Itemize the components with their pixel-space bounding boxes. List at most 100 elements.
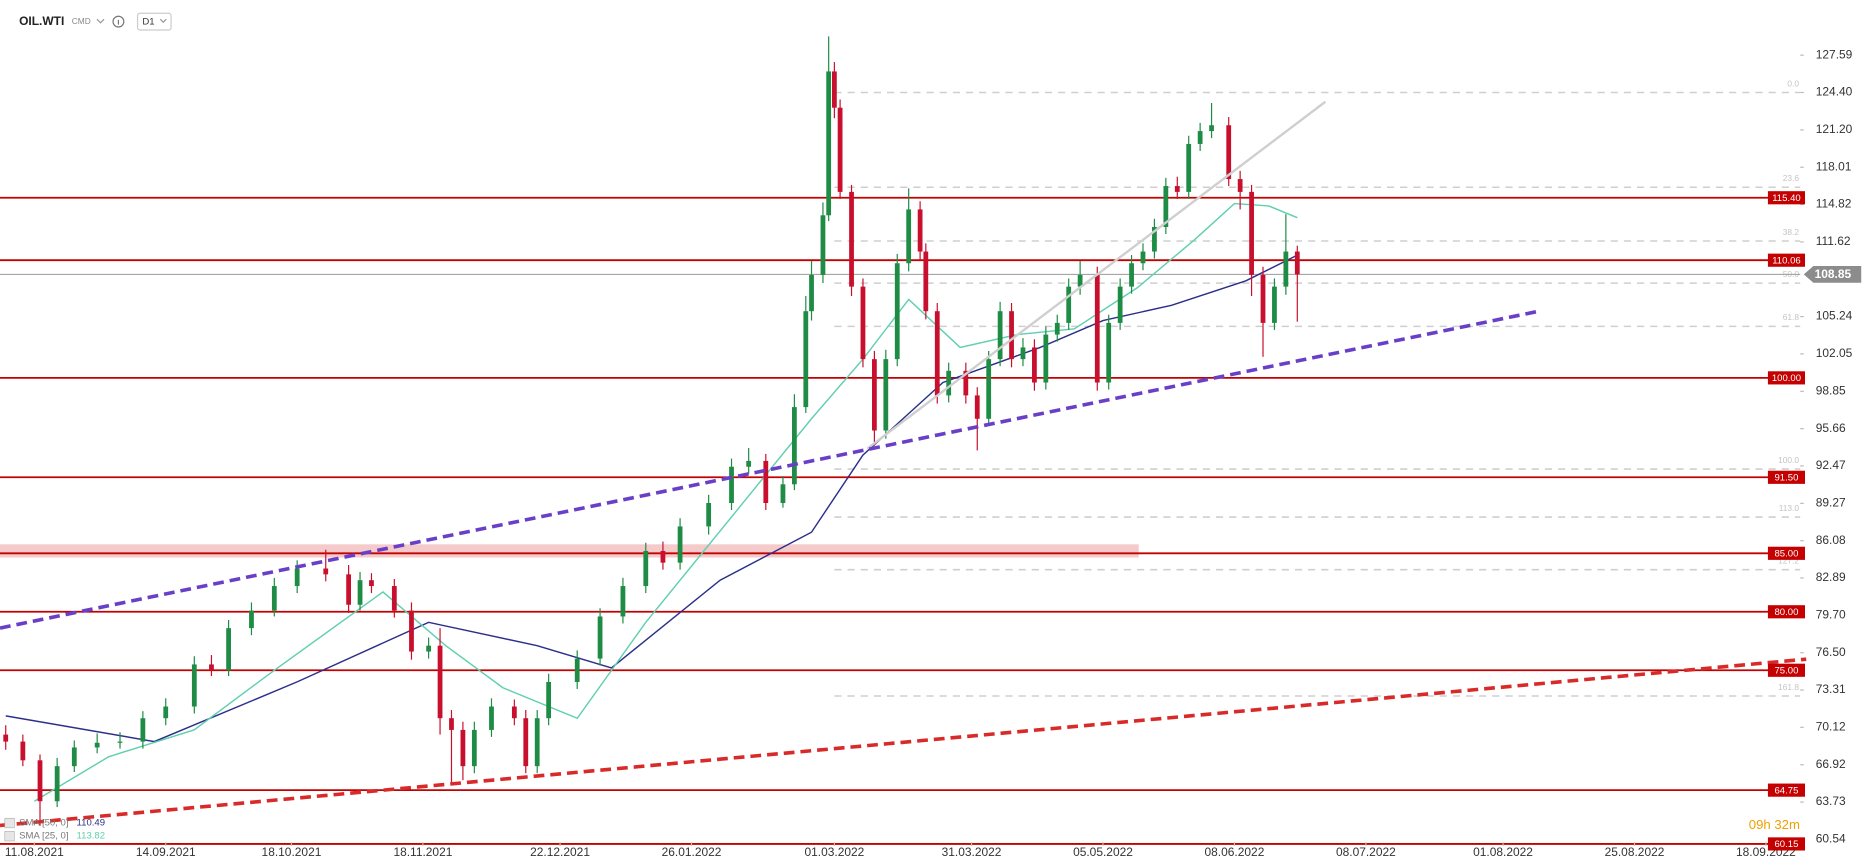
level-badge <box>1767 371 1805 385</box>
candle-body <box>986 359 992 419</box>
candle-body <box>946 370 952 396</box>
candle-body <box>271 586 277 611</box>
candle-body <box>1054 322 1060 335</box>
candle-body <box>437 645 443 719</box>
candle-body <box>597 616 603 659</box>
level-label: 75.00 <box>1775 665 1799 676</box>
candle-body <box>1174 186 1180 192</box>
candle-body <box>860 286 866 360</box>
candle-body <box>1197 131 1203 144</box>
candle-body <box>54 766 60 802</box>
candle-body <box>763 460 769 504</box>
drawings-front <box>0 100 1807 828</box>
fib-label: 38.2 <box>1783 227 1800 237</box>
candle-body <box>20 741 26 761</box>
header: OIL.WTI CMD D1 <box>19 12 172 31</box>
candle-body <box>906 209 912 264</box>
x-tick-label: 22.12.2021 <box>530 845 590 859</box>
trend-line-gray <box>866 100 1327 450</box>
y-tick-label: 124.40 <box>1816 85 1853 99</box>
candle-body <box>917 209 923 252</box>
x-tick-label: 31.03.2022 <box>942 845 1002 859</box>
fib-label: 100.0 <box>1778 455 1799 465</box>
fib-label: 113.0 <box>1779 503 1800 513</box>
candle-body <box>1066 286 1072 323</box>
level-label: 60.15 <box>1775 839 1799 850</box>
candle-body <box>574 658 580 682</box>
fib-label: 61.8 <box>1783 312 1800 322</box>
candle-body <box>1209 125 1214 132</box>
level-badge <box>1767 783 1805 797</box>
candle-body <box>963 370 969 396</box>
candle-body <box>226 628 231 671</box>
level-badge <box>1767 253 1805 267</box>
y-tick-label: 82.89 <box>1816 570 1846 584</box>
y-tick-label: 102.05 <box>1816 346 1853 360</box>
candle-body <box>660 550 666 563</box>
level-badge <box>1767 191 1805 205</box>
candle-body <box>894 263 900 360</box>
info-icon[interactable] <box>112 15 125 28</box>
x-tick-label: 05.05.2022 <box>1073 845 1133 859</box>
level-badge <box>1767 470 1805 484</box>
candle-body <box>837 107 843 192</box>
y-tick-label: 127.59 <box>1816 47 1853 61</box>
interval-selector[interactable] <box>136 12 172 31</box>
candle-body <box>746 460 752 467</box>
candle-body <box>323 568 329 575</box>
candle-body <box>1283 251 1289 287</box>
candle-body <box>391 586 397 611</box>
y-tick-label: 60.54 <box>1816 832 1846 846</box>
level-label: 91.50 <box>1775 472 1799 483</box>
candle-body <box>294 568 300 587</box>
candle-body <box>117 741 123 743</box>
y-tick-label: 76.50 <box>1816 645 1846 659</box>
candle-body <box>1237 179 1243 192</box>
candle-body <box>729 466 734 504</box>
legend-value: 110.49 <box>77 818 106 829</box>
level-badge <box>1767 546 1805 560</box>
x-tick-label: 11.08.2021 <box>5 845 64 859</box>
y-tick-label: 114.82 <box>1816 197 1852 211</box>
price-badge <box>1803 265 1862 283</box>
candle-body <box>471 729 477 767</box>
candle-body <box>1077 274 1083 287</box>
x-tick-label: 18.11.2021 <box>393 845 452 859</box>
level-label: 110.06 <box>1772 255 1801 266</box>
fib-label: 127.2 <box>1778 556 1799 566</box>
interval: D1 <box>142 17 154 28</box>
y-tick-label: 95.66 <box>1816 421 1846 435</box>
candle-body <box>826 71 832 216</box>
y-tick-label: 105.24 <box>1816 309 1853 323</box>
y-tick-label: 66.92 <box>1816 757 1846 771</box>
legend-icon <box>4 831 15 842</box>
candle-body <box>71 747 77 767</box>
y-tick-label: 63.73 <box>1816 794 1846 808</box>
candle-body <box>163 706 169 719</box>
y-tick-label: 111.62 <box>1816 234 1851 248</box>
level-badge <box>1767 605 1805 619</box>
ma-line <box>5 254 1298 743</box>
candle-body <box>426 645 432 652</box>
candle-body <box>643 550 649 587</box>
y-tick-label: 92.47 <box>1816 458 1846 472</box>
countdown: 09h 32m <box>1749 817 1800 832</box>
x-tick-label: 25.08.2022 <box>1605 845 1665 859</box>
drawings-back <box>0 544 1139 558</box>
y-tick-label: 86.08 <box>1816 533 1846 547</box>
candle-body <box>3 734 9 742</box>
dropdown-caret[interactable] <box>96 18 105 24</box>
candle-body <box>357 580 363 605</box>
candle-body <box>706 503 712 527</box>
candle-body <box>191 664 197 707</box>
supply-zone <box>0 544 1139 558</box>
fib-label: 161.8 <box>1778 682 1799 692</box>
candle-body <box>346 574 352 605</box>
candle-body <box>409 610 414 652</box>
candle-body <box>1106 322 1112 383</box>
moving-averages <box>5 202 1298 802</box>
fib-label: 23.6 <box>1783 173 1800 183</box>
